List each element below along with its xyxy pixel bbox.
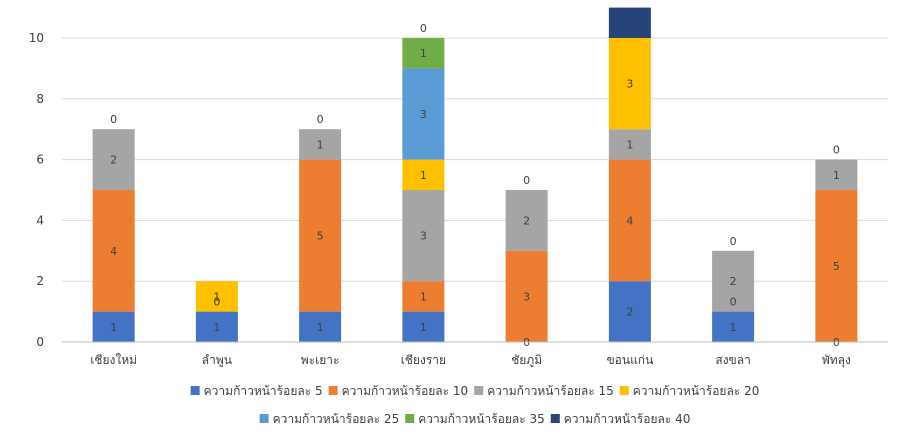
- data-label: 1: [420, 47, 427, 60]
- legend-label: ความก้าวหน้าร้อยละ 25: [273, 412, 400, 426]
- bar-segment: [608, 281, 651, 342]
- legend: ความก้าวหน้าร้อยละ 5 ความก้าวหน้าร้อยละ 1…: [190, 384, 760, 426]
- x-category-label: ขอนแก่น: [606, 353, 653, 367]
- bar-segment: [299, 129, 342, 160]
- x-category-label: พะเยาะ: [301, 353, 340, 367]
- data-label: 3: [626, 78, 633, 91]
- data-label: 1: [213, 290, 220, 303]
- bar-segment: [815, 190, 858, 342]
- data-label: 3: [420, 108, 427, 121]
- x-category-label: เชียงราย: [401, 353, 446, 367]
- y-tick-label: 2: [36, 274, 44, 288]
- data-label: 1: [730, 321, 737, 334]
- data-label: 3: [523, 290, 530, 303]
- data-label: 0: [317, 113, 324, 126]
- data-label: 0: [523, 174, 530, 187]
- data-label: 0: [213, 296, 220, 309]
- legend-swatch: [259, 414, 269, 423]
- bar-segment: [608, 38, 651, 130]
- legend-swatch: [474, 386, 484, 395]
- data-label: 1: [420, 290, 427, 303]
- data-label: 1: [317, 138, 324, 151]
- bar-segment: [712, 311, 755, 342]
- data-label: 0: [420, 22, 427, 35]
- data-label: 2: [626, 306, 633, 319]
- data-label: 1: [420, 169, 427, 182]
- x-category-label: พัทลุง: [822, 353, 851, 368]
- legend-swatch: [328, 386, 338, 395]
- data-label: 0: [833, 144, 840, 157]
- bar-segment: [195, 311, 238, 342]
- data-label: 0: [730, 235, 737, 248]
- data-label: 2: [730, 275, 737, 288]
- gridlines: [62, 37, 888, 282]
- legend-swatch: [619, 386, 629, 395]
- x-category-label: ลำพูน: [202, 353, 232, 368]
- bar-segment: [92, 129, 135, 190]
- bars: [92, 7, 858, 342]
- bar-segment: [608, 7, 651, 38]
- y-tick-label: 10: [29, 31, 44, 45]
- x-category-label: ชัยภูมิ: [511, 353, 542, 368]
- bar-segment: [92, 190, 135, 312]
- legend-label: ความก้าวหน้าร้อยละ 35: [418, 412, 545, 426]
- data-label: 0: [110, 113, 117, 126]
- bar-segment: [608, 159, 651, 282]
- legend-swatch: [550, 414, 560, 423]
- bar-segment: [92, 311, 135, 342]
- bar-segment: [402, 311, 445, 342]
- data-label: 2: [110, 154, 117, 167]
- data-label: 1: [110, 321, 117, 334]
- bar-segment: [299, 311, 342, 342]
- y-tick-label: 0: [36, 335, 44, 349]
- data-label: 5: [833, 260, 840, 273]
- data-label: 1: [833, 169, 840, 182]
- data-label: 5: [317, 230, 324, 243]
- legend-label: ความก้าวหน้าร้อยละ 40: [564, 412, 691, 426]
- legend-label: ความก้าวหน้าร้อยละ 20: [633, 384, 760, 398]
- bar-segment: [505, 190, 548, 251]
- data-label: 1: [626, 138, 633, 151]
- x-category-label: สงขลา: [715, 353, 750, 367]
- bar-segment: [505, 250, 548, 342]
- bar-segment: [712, 250, 755, 312]
- bar-segment: [608, 129, 651, 160]
- bar-segment: [815, 159, 858, 190]
- y-tick-label: 4: [36, 213, 44, 227]
- legend-swatch: [190, 386, 200, 395]
- data-label: 3: [420, 230, 427, 243]
- y-tick-label: 8: [36, 92, 44, 106]
- bar-segment: [195, 281, 238, 312]
- x-category-label: เชียงใหม่: [90, 353, 137, 367]
- data-label: 1: [317, 321, 324, 334]
- data-label: 4: [110, 245, 117, 258]
- data-label: 4: [626, 214, 633, 227]
- bar-segment: [299, 159, 342, 312]
- bar-segment: [402, 68, 445, 160]
- bar-segment: [402, 38, 445, 69]
- legend-swatch: [405, 414, 415, 423]
- data-label: 2: [523, 214, 530, 227]
- legend-label: ความก้าวหน้าร้อยละ 5: [204, 384, 323, 398]
- y-tick-label: 6: [36, 153, 44, 167]
- data-labels: 1420101151011313100320241310200510: [110, 22, 840, 349]
- data-label: 0: [730, 296, 737, 309]
- data-label: 1: [420, 321, 427, 334]
- bar-segment: [402, 190, 445, 282]
- legend-label: ความก้าวหน้าร้อยละ 10: [342, 384, 469, 398]
- bar-segment: [402, 159, 445, 190]
- legend-label: ความก้าวหน้าร้อยละ 15: [487, 384, 614, 398]
- bar-segment: [402, 281, 445, 312]
- data-label: 1: [213, 321, 220, 334]
